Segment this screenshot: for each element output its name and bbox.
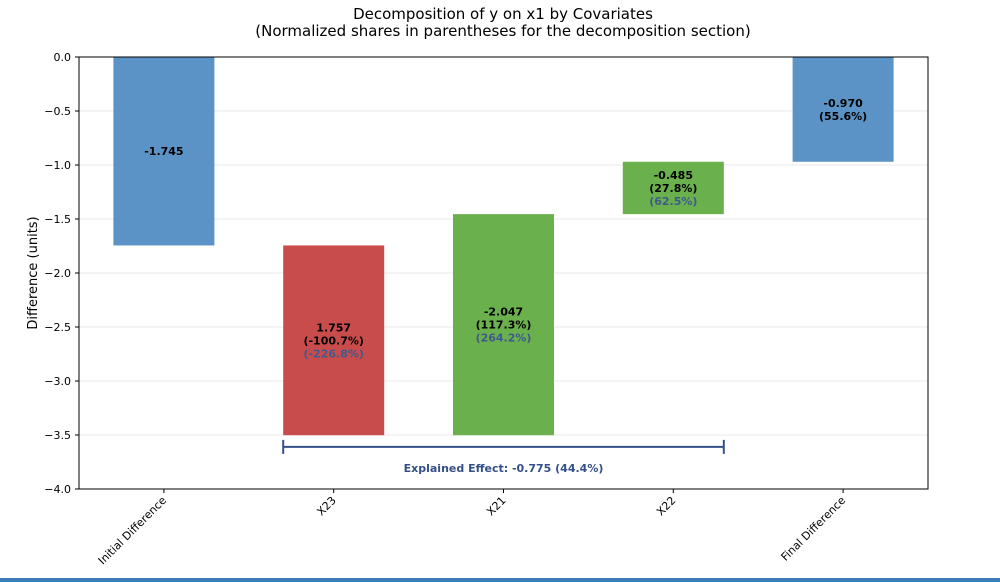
bar-value-label: -2.047 <box>484 306 523 319</box>
y-tick-label: −2.5 <box>44 321 71 334</box>
chart-title: Decomposition of y on x1 by Covariates <box>353 5 653 23</box>
bar-share-label: (117.3%) <box>476 319 532 332</box>
bar-x22 <box>622 161 724 215</box>
bar-share-label: (55.6%) <box>819 110 867 123</box>
bracket-label: Explained Effect: -0.775 (44.4%) <box>404 462 604 475</box>
bar-share-label: (-100.7%) <box>303 334 363 347</box>
bar-normalized-share-label: (-226.8%) <box>303 347 363 360</box>
bar-share-label: (27.8%) <box>649 182 697 195</box>
bar-value-label: -0.485 <box>654 169 693 182</box>
y-axis-ticks: 0.0 −0.5 −1.0 −1.5 −2.0 −2.5 −3.0 −3.5 −4.0 <box>44 51 79 496</box>
bar-x21 <box>453 214 554 436</box>
y-tick-label: −1.5 <box>44 213 71 226</box>
y-tick-label: −3.0 <box>44 375 71 388</box>
y-tick-label: −1.0 <box>44 159 71 172</box>
bar-normalized-share-label: (62.5%) <box>649 195 697 208</box>
y-tick-label: −3.5 <box>44 429 71 442</box>
bar-labels: -1.745 1.757(-100.7%)(-226.8%) -2.047(117.… <box>144 97 867 360</box>
x-tick-label: Initial Difference <box>96 494 169 567</box>
bar-normalized-share-label: (264.2%) <box>476 332 532 345</box>
y-tick-label: −4.0 <box>44 483 71 496</box>
explained-effect-bracket: Explained Effect: -0.775 (44.4%) <box>282 439 725 475</box>
bar-value-label: -0.970 <box>823 97 863 110</box>
y-tick-label: −0.5 <box>44 105 71 118</box>
x-tick-label: X21 <box>484 494 508 518</box>
bar-value-label: -1.745 <box>144 145 183 158</box>
y-tick-label: 0.0 <box>54 51 72 64</box>
y-tick-label: −2.0 <box>44 267 71 280</box>
bar-final-difference <box>792 57 894 162</box>
y-axis-label: Difference (units) <box>26 216 41 329</box>
bar-value-label: 1.757 <box>316 321 351 334</box>
x-tick-label: Final Difference <box>779 494 849 564</box>
x-axis-ticks: Initial Difference X23 X21 X22 Final Differe… <box>96 489 849 567</box>
bar-initial-difference <box>113 57 215 246</box>
bottom-accent-bar <box>0 578 1000 582</box>
bar-x23 <box>283 245 385 436</box>
x-tick-label: X22 <box>654 494 678 518</box>
x-tick-label: X23 <box>314 494 338 518</box>
bars <box>113 57 894 436</box>
chart-subtitle: (Normalized shares in parentheses for th… <box>255 22 750 40</box>
